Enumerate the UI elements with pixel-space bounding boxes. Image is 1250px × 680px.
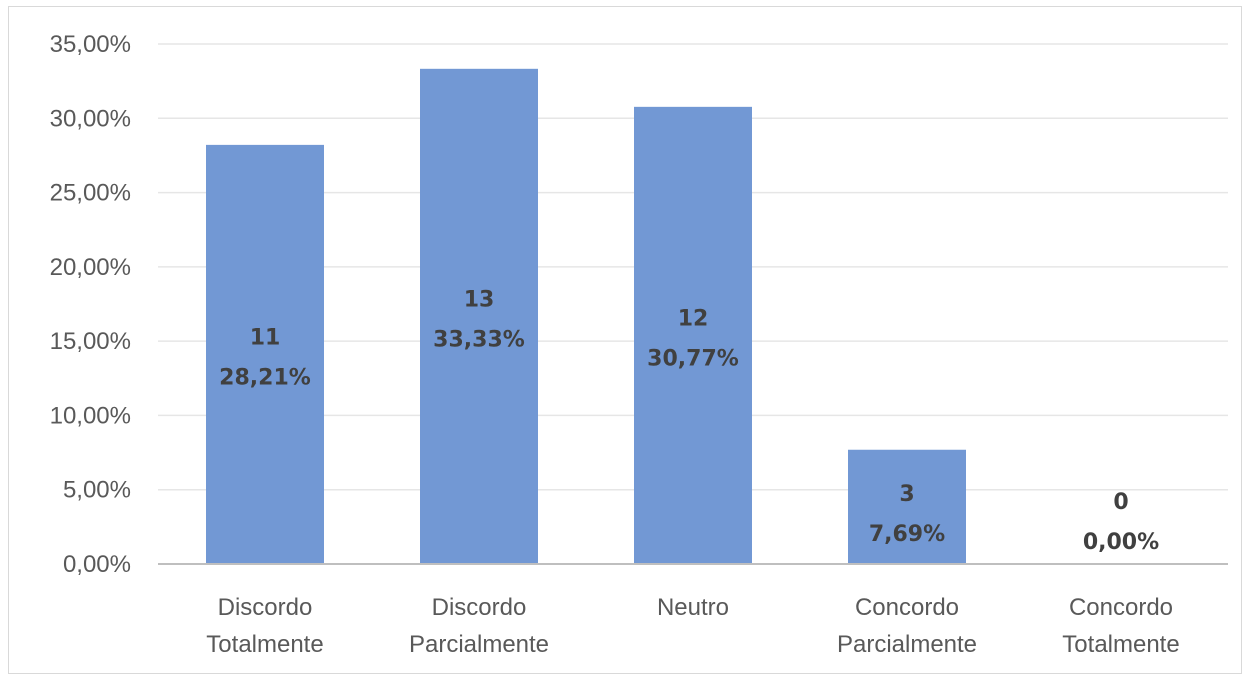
data-label: 0: [1113, 490, 1128, 515]
bar: [848, 449, 966, 564]
x-category-label: Parcialmente: [837, 631, 977, 658]
x-category-label: Totalmente: [206, 631, 323, 658]
x-category-label: Parcialmente: [409, 631, 549, 658]
bar: [206, 144, 324, 564]
data-label: 0,00%: [1083, 530, 1159, 555]
bar: [634, 106, 752, 565]
x-category-label: Discordo: [218, 594, 313, 621]
y-tick-label: 10,00%: [50, 402, 131, 429]
y-tick-label: 30,00%: [50, 105, 131, 132]
y-tick-label: 20,00%: [50, 254, 131, 281]
y-tick-label: 25,00%: [50, 180, 131, 207]
data-label: 11: [250, 325, 281, 350]
y-tick-label: 15,00%: [50, 328, 131, 355]
x-category-label: Neutro: [657, 594, 729, 621]
y-tick-label: 35,00%: [50, 31, 131, 58]
data-label: 3: [899, 482, 914, 507]
data-label: 7,69%: [869, 522, 945, 547]
data-label: 33,33%: [433, 327, 525, 352]
x-category-label: Discordo: [432, 594, 527, 621]
data-label: 12: [678, 306, 709, 331]
x-category-label: Totalmente: [1062, 631, 1179, 658]
y-tick-label: 0,00%: [63, 551, 131, 578]
bar: [420, 68, 538, 564]
data-label: 28,21%: [219, 365, 311, 390]
y-tick-label: 5,00%: [63, 477, 131, 504]
data-label: 30,77%: [647, 346, 739, 371]
data-label: 13: [464, 287, 495, 312]
x-category-label: Concordo: [855, 594, 959, 621]
x-category-label: Concordo: [1069, 594, 1173, 621]
